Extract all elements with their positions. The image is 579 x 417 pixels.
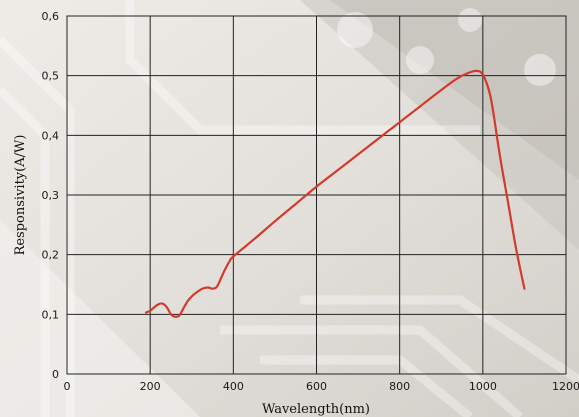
x-tick-label: 200: [140, 380, 161, 393]
gridlines: [67, 16, 566, 374]
y-tick-label: 0,6: [42, 10, 60, 23]
x-tick-label: 1200: [552, 380, 579, 393]
tick-labels: 0 200 400 600 800 1000 1200 0 0,1 0,2 0,3 0,4 0,5 0,6: [42, 10, 579, 393]
y-tick-label: 0,4: [42, 129, 60, 142]
y-tick-label: 0,5: [42, 70, 60, 83]
y-tick-label: 0: [52, 368, 59, 381]
y-axis-title: Responsivity(A/W): [13, 135, 28, 256]
y-tick-label: 0,1: [42, 308, 60, 321]
x-tick-label: 1000: [469, 380, 497, 393]
responsivity-series-line: [144, 69, 526, 318]
x-axis-title: Wavelength(nm): [262, 402, 370, 417]
x-tick-label: 800: [389, 380, 410, 393]
y-tick-label: 0,2: [42, 249, 60, 262]
x-tick-label: 600: [306, 380, 327, 393]
series-layer: [144, 69, 526, 318]
y-tick-label: 0,3: [42, 189, 60, 202]
x-tick-label: 400: [223, 380, 244, 393]
x-tick-label: 0: [64, 380, 71, 393]
